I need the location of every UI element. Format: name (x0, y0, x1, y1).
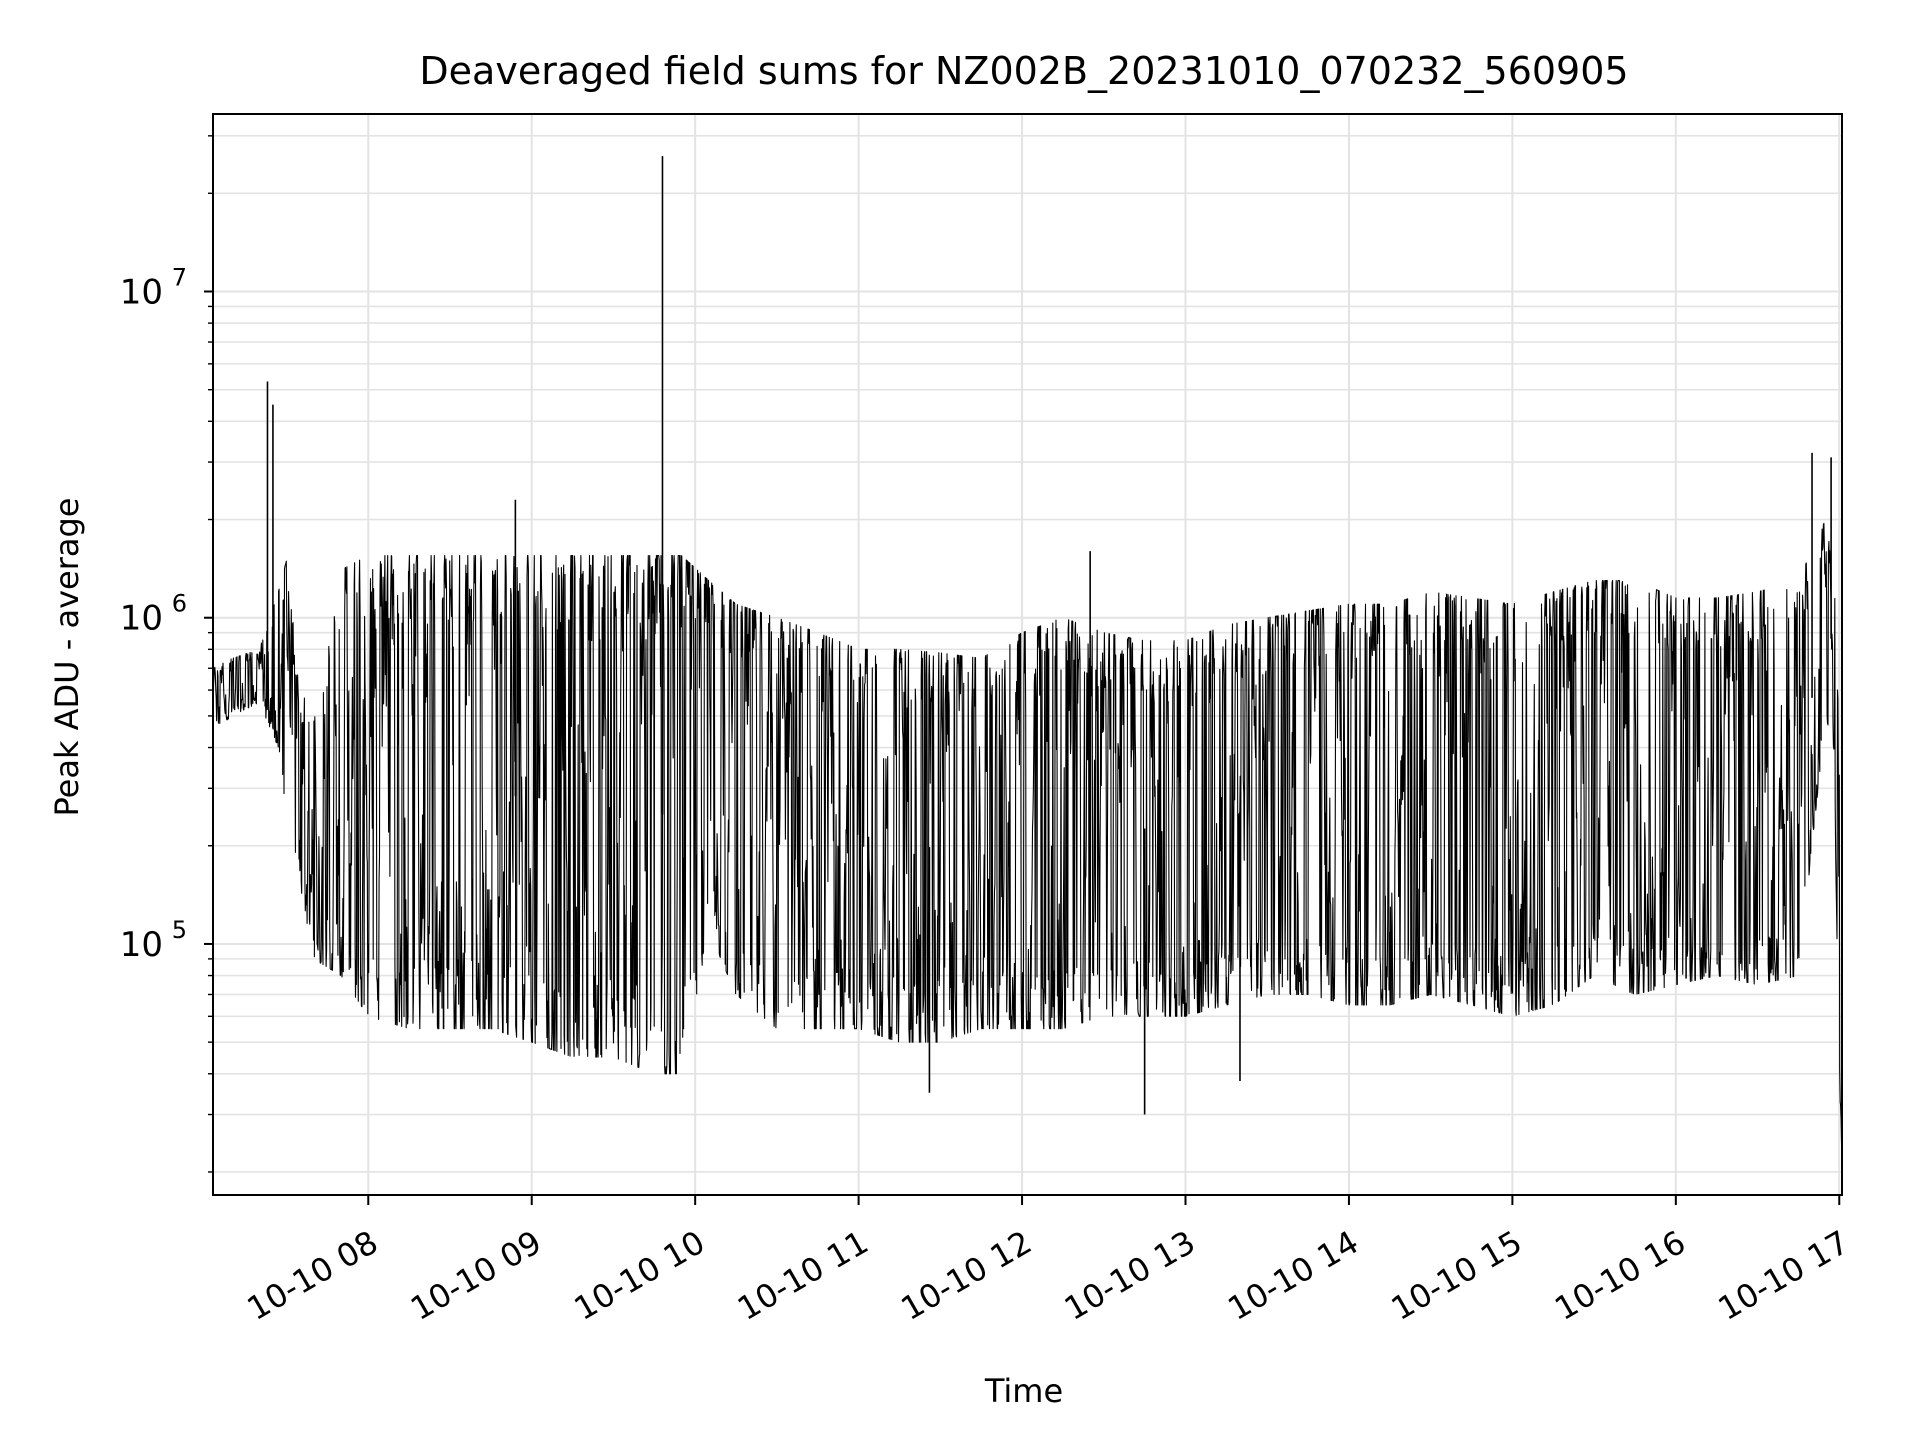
plot-frame (212, 113, 1843, 1196)
series-line (213, 522, 1842, 1144)
x-axis-label: Time (984, 1372, 1063, 1410)
y-tick-label: 10 (120, 272, 163, 312)
chart-title: Deaveraged field sums for NZ002B_2023101… (419, 49, 1628, 93)
y-tick-label: 10 (120, 925, 163, 965)
y-axis-label: Peak ADU - average (48, 498, 86, 817)
y-tick-label-exponent: 5 (172, 916, 187, 944)
y-tick-label-exponent: 7 (172, 263, 187, 291)
data-layer (213, 156, 1842, 1144)
y-tick-label: 10 (120, 599, 163, 639)
y-tick-label-exponent: 6 (172, 590, 187, 618)
